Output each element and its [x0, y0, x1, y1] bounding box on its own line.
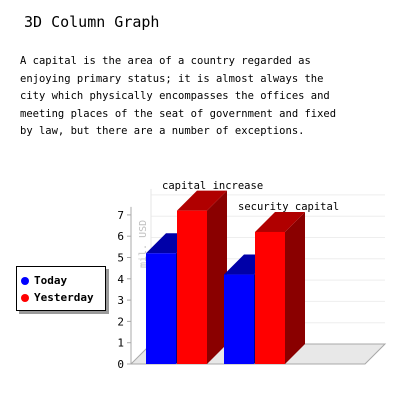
- y-tick-label: 5: [117, 252, 124, 265]
- legend-swatch-today: [21, 277, 29, 285]
- y-tick-label: 6: [117, 230, 124, 243]
- legend-swatch-yesterday: [21, 294, 29, 302]
- bar-yesterday-1: [177, 191, 227, 364]
- legend-label-today: Today: [34, 274, 67, 287]
- bar-front-face: [177, 211, 207, 364]
- bar-front-face: [255, 232, 285, 364]
- legend-item-yesterday: Yesterday: [21, 289, 105, 306]
- y-axis-label: mil. USD: [138, 220, 149, 268]
- y-tick-label: 7: [117, 209, 124, 222]
- y-tick-label: 4: [117, 273, 124, 286]
- category-label: capital increase: [162, 180, 263, 192]
- y-tick-label: 1: [117, 337, 124, 350]
- bar-side-face: [285, 212, 305, 364]
- bar-yesterday-2: [255, 212, 305, 364]
- y-tick-label: 3: [117, 294, 124, 307]
- y-tick-label: 0: [117, 358, 124, 371]
- y-tick-label: 2: [117, 315, 124, 328]
- bar-front-face: [224, 275, 254, 364]
- legend-item-today: Today: [21, 272, 105, 289]
- category-label: security capital: [238, 201, 339, 213]
- bar-front-face: [146, 253, 176, 364]
- chart-legend: Today Yesterday: [16, 266, 106, 311]
- legend-label-yesterday: Yesterday: [34, 291, 94, 304]
